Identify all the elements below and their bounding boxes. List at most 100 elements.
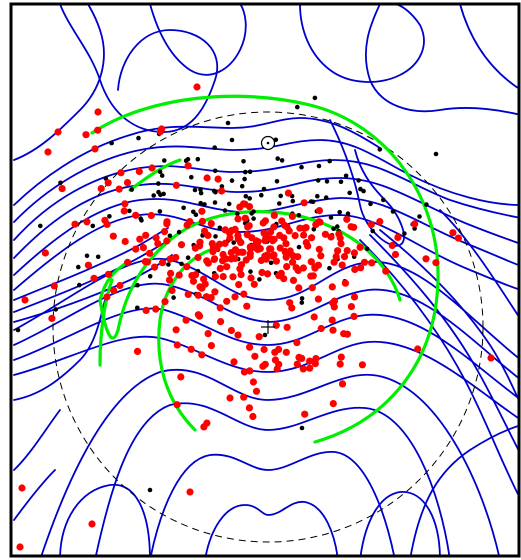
red-point	[394, 233, 402, 241]
red-point	[177, 373, 185, 381]
red-point	[283, 250, 292, 258]
red-point	[216, 264, 224, 272]
red-point	[272, 257, 280, 265]
red-point	[321, 230, 329, 238]
red-point	[115, 185, 123, 193]
black-point	[15, 327, 21, 333]
red-point	[54, 128, 62, 136]
red-point	[187, 345, 195, 353]
pole-marker-dot	[266, 141, 270, 145]
black-point	[239, 183, 245, 189]
red-point	[88, 520, 96, 528]
black-point	[213, 189, 218, 195]
black-point	[335, 224, 340, 229]
red-point	[338, 261, 346, 269]
red-point	[172, 253, 180, 262]
black-point	[217, 225, 223, 231]
red-point	[90, 274, 98, 282]
black-point	[296, 213, 302, 218]
black-point	[147, 274, 153, 279]
red-point	[309, 272, 317, 280]
red-point	[264, 270, 272, 278]
black-point	[312, 95, 318, 101]
red-point	[237, 271, 245, 279]
contour-line	[13, 299, 106, 401]
black-point	[192, 187, 198, 193]
black-point	[109, 140, 114, 146]
contour-line	[149, 4, 247, 76]
red-point	[218, 187, 226, 195]
red-point	[217, 318, 225, 326]
black-point	[324, 179, 330, 184]
black-point	[179, 261, 184, 267]
red-point	[240, 368, 248, 376]
red-point	[315, 207, 323, 215]
red-point	[289, 276, 298, 284]
black-point	[337, 209, 343, 215]
black-point	[370, 228, 376, 234]
red-point	[350, 223, 358, 231]
black-point	[251, 216, 256, 221]
red-point	[329, 326, 337, 334]
red-point	[104, 179, 112, 187]
red-point	[258, 268, 266, 277]
black-point	[247, 196, 252, 201]
red-point	[222, 255, 230, 263]
contour-line	[13, 117, 381, 206]
black-point	[127, 208, 132, 214]
red-point	[189, 277, 198, 285]
red-point	[240, 290, 248, 298]
red-point	[271, 348, 279, 356]
black-point	[139, 218, 144, 223]
black-point	[241, 159, 246, 164]
red-point	[120, 207, 128, 215]
black-point	[290, 198, 296, 204]
red-point	[317, 324, 325, 333]
red-point	[293, 360, 301, 368]
black-point	[247, 169, 253, 175]
black-point	[198, 190, 204, 196]
red-point	[216, 304, 224, 312]
black-point	[84, 253, 90, 259]
green-arc	[116, 238, 172, 332]
black-point	[278, 193, 284, 199]
red-point	[422, 255, 430, 263]
red-point	[328, 283, 336, 291]
green-arc	[98, 260, 130, 340]
black-point	[327, 158, 333, 164]
red-point	[272, 321, 280, 329]
contour-line	[379, 229, 519, 403]
contour-line	[94, 402, 451, 556]
red-point	[289, 252, 297, 260]
contour-line	[459, 4, 519, 90]
red-point	[270, 251, 278, 259]
black-point	[159, 173, 165, 178]
red-point	[259, 219, 267, 227]
red-point	[308, 284, 316, 292]
contour-line	[359, 239, 519, 499]
red-point	[243, 231, 251, 239]
red-point	[148, 164, 156, 172]
red-point	[289, 258, 297, 266]
red-point	[314, 295, 322, 303]
red-point	[48, 314, 56, 322]
red-point	[249, 378, 257, 386]
red-point	[227, 255, 235, 263]
black-point	[390, 209, 396, 214]
red-point	[327, 233, 335, 241]
red-point	[210, 255, 219, 263]
black-point	[412, 226, 417, 231]
red-point	[121, 200, 129, 208]
red-point	[316, 218, 324, 226]
black-point	[299, 300, 305, 305]
red-point	[245, 222, 253, 230]
red-point	[300, 231, 308, 239]
green-arc	[98, 278, 114, 367]
black-point	[299, 296, 305, 301]
contour-line	[13, 177, 519, 259]
red-point	[135, 167, 143, 176]
red-point	[152, 234, 160, 242]
red-point	[250, 280, 258, 288]
black-point	[167, 233, 173, 239]
red-point	[133, 347, 142, 355]
